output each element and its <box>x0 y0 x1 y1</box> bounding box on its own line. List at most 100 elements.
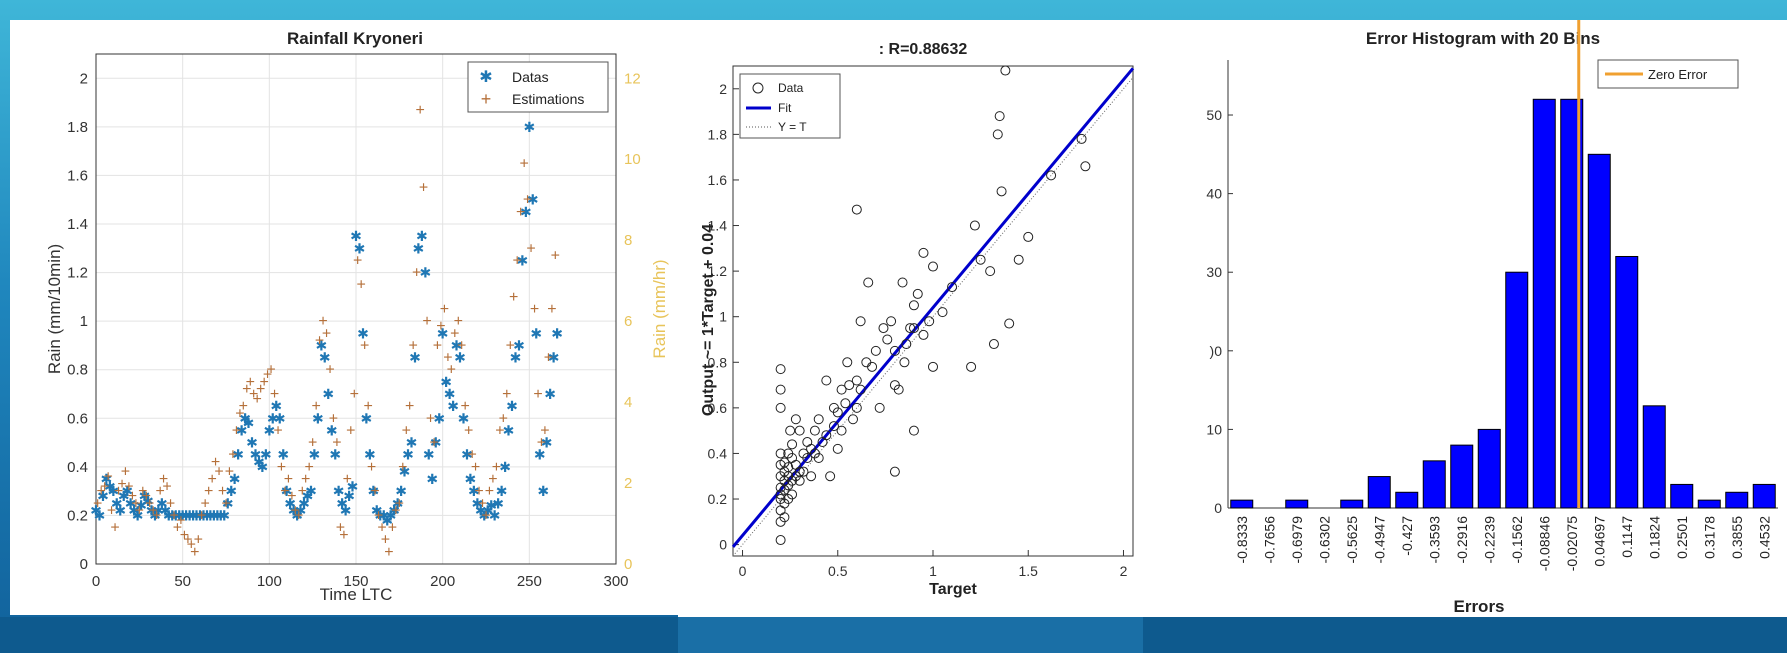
data-point-estimations: + <box>128 488 137 505</box>
data-point-estimations: + <box>412 265 421 282</box>
data-point <box>787 489 798 500</box>
data-point-estimations: + <box>513 252 522 269</box>
data-point-datas: ✱ <box>475 503 487 519</box>
data-point-estimations: + <box>315 333 324 350</box>
data-point-estimations: + <box>419 180 428 197</box>
data-point-estimations: + <box>256 381 265 398</box>
data-point-estimations: + <box>149 503 158 520</box>
data-point-estimations: + <box>103 469 112 486</box>
data-point-datas: ✱ <box>381 512 393 528</box>
histogram-bar <box>1450 444 1474 509</box>
data-point-datas: ✱ <box>243 415 255 431</box>
data-point-datas: ✱ <box>315 337 327 353</box>
x-tick-label: 0.1824 <box>1646 516 1662 559</box>
data-point-estimations: + <box>207 471 216 488</box>
data-point-estimations: + <box>353 252 362 269</box>
data-point <box>787 439 798 450</box>
data-point <box>1076 133 1087 144</box>
histogram-bar <box>1285 499 1309 509</box>
data-point-datas: ✱ <box>333 483 345 499</box>
data-point-datas: ✱ <box>180 507 192 523</box>
data-point-datas: ✱ <box>433 410 445 426</box>
x-tick-label: -0.02075 <box>1564 516 1580 571</box>
data-point-datas: ✱ <box>440 374 452 390</box>
data-point-datas: ✱ <box>250 447 262 463</box>
data-point-estimations: + <box>488 471 497 488</box>
data-point-datas: ✱ <box>385 507 397 523</box>
x-tick-label: 1 <box>929 563 937 579</box>
data-point-datas: ✱ <box>492 495 504 511</box>
data-point <box>785 425 796 436</box>
data-point-estimations: + <box>447 362 456 379</box>
data-point <box>996 186 1007 197</box>
data-point-estimations: + <box>180 527 189 544</box>
histogram-bar <box>1642 405 1666 509</box>
data-point-datas: ✱ <box>114 503 126 519</box>
y-tick-label: 0.4 <box>708 445 728 461</box>
data-point-datas: ✱ <box>309 447 321 463</box>
data-point <box>908 323 919 334</box>
data-point-estimations: + <box>492 459 501 476</box>
data-point-datas: ✱ <box>97 488 109 504</box>
data-point-estimations: + <box>461 398 470 415</box>
x-tick-label: -0.2239 <box>1481 516 1497 564</box>
data-point-datas: ✱ <box>392 495 404 511</box>
data-point <box>809 425 820 436</box>
data-point-estimations: + <box>464 422 473 439</box>
legend-marker-datas: ✱ <box>479 69 492 86</box>
data-point-estimations: + <box>183 532 192 549</box>
data-point-estimations: + <box>190 544 199 561</box>
data-point <box>775 384 786 395</box>
data-point-datas: ✱ <box>194 507 206 523</box>
data-point-datas: ✱ <box>503 422 515 438</box>
data-point <box>928 261 938 272</box>
data-point-datas: ✱ <box>239 410 251 426</box>
y-right-tick-label: 10 <box>624 151 641 168</box>
y-tick-label: 1.8 <box>67 119 88 136</box>
data-point-datas: ✱ <box>125 495 137 511</box>
data-point-estimations: + <box>426 410 435 427</box>
data-point <box>918 329 929 340</box>
data-point <box>832 407 843 418</box>
data-point-estimations: + <box>322 325 331 342</box>
data-point-datas: ✱ <box>191 507 203 523</box>
data-point-datas: ✱ <box>312 410 324 426</box>
data-point-datas: ✱ <box>90 503 102 519</box>
x-tick-label: 0.3178 <box>1701 516 1717 559</box>
data-point-datas: ✱ <box>489 507 501 523</box>
data-point-estimations: + <box>346 422 355 439</box>
x-tick-label: 2 <box>1120 563 1128 579</box>
histogram-bar <box>1367 476 1391 509</box>
data-point-estimations: + <box>467 447 476 464</box>
y-right-tick-label: 8 <box>624 232 632 249</box>
y-tick-label: 1.8 <box>708 126 728 142</box>
data-point <box>988 339 999 350</box>
histogram-bar <box>1505 271 1529 509</box>
y-right-tick-label: 0 <box>624 556 632 573</box>
data-point-estimations: + <box>197 507 206 524</box>
data-point <box>928 361 938 372</box>
data-point <box>908 300 919 311</box>
legend: Data Fit Y = T <box>739 73 841 139</box>
data-point <box>848 414 858 425</box>
data-point <box>851 204 862 215</box>
data-point-datas: ✱ <box>218 507 230 523</box>
data-point-estimations: + <box>301 471 310 488</box>
data-point-estimations: + <box>187 537 196 554</box>
data-point-estimations: + <box>485 483 494 500</box>
data-point-estimations: + <box>530 301 539 318</box>
data-point-datas: ✱ <box>413 240 425 256</box>
data-point <box>889 380 900 391</box>
data-point-datas: ✱ <box>343 488 355 504</box>
y-tick-label: 0.8 <box>67 362 88 379</box>
data-point-datas: ✱ <box>354 240 366 256</box>
data-point-datas: ✱ <box>537 483 549 499</box>
data-point-estimations: + <box>284 471 293 488</box>
data-point-estimations: + <box>551 248 560 265</box>
data-point-estimations: + <box>93 495 102 512</box>
y-tick-label: 1.4 <box>708 218 728 234</box>
y-tick-label: 0.6 <box>708 400 728 416</box>
data-point-datas: ✱ <box>506 398 518 414</box>
data-point-estimations: + <box>166 495 175 512</box>
data-point <box>1023 231 1034 242</box>
